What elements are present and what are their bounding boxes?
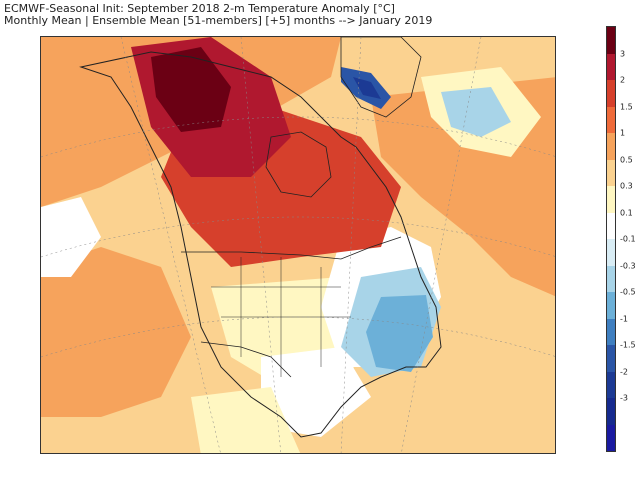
- color-scale-label: -0.3: [620, 261, 636, 270]
- color-scale-segment: [607, 212, 615, 240]
- us-canada-border: [181, 236, 402, 260]
- color-scale-segment: [607, 398, 615, 425]
- color-scale-segment: [607, 106, 615, 134]
- color-scale-bar: [606, 26, 616, 452]
- color-scale-label: -0.5: [620, 287, 636, 297]
- pacific-southwest-warm-region: [41, 247, 191, 417]
- color-scale-segment: [607, 424, 615, 451]
- gulf-neutral-region: [261, 347, 371, 437]
- color-scale-segment: [607, 159, 615, 187]
- color-scale-label: -0.1: [620, 234, 636, 244]
- greenland-outline: [340, 37, 422, 118]
- southeast-cool-core: [366, 295, 433, 372]
- color-scale-segment: [607, 133, 615, 160]
- color-scale-segment: [607, 265, 615, 293]
- color-scale-segment: [607, 27, 615, 54]
- color-scale-segment: [607, 80, 615, 107]
- color-scale-segment: [607, 318, 615, 346]
- color-scale-segment: [607, 345, 615, 372]
- greenland-cold-core: [353, 77, 381, 99]
- color-scale-segment: [607, 292, 615, 319]
- color-scale-label: 0.3: [620, 181, 633, 191]
- state-borders: [211, 257, 351, 377]
- color-scale-label: -2: [620, 367, 628, 376]
- alaska-core-hot-region: [151, 47, 231, 132]
- color-scale-segment: [607, 186, 615, 213]
- color-scale-label: 0.1: [620, 208, 633, 217]
- color-scale-label: 0.5: [620, 155, 633, 164]
- color-scale-label: 3: [620, 49, 626, 58]
- color-scale-segment: [607, 371, 615, 399]
- color-scale-segment: [607, 53, 615, 81]
- temperature-anomaly-map: [40, 36, 556, 454]
- south-mexico-pale-region: [191, 387, 301, 453]
- map-title-line-2: Monthly Mean | Ensemble Mean [51-members…: [4, 14, 433, 27]
- north-atlantic-cool-region: [441, 87, 511, 137]
- color-scale-segment: [607, 239, 615, 266]
- hudson-bay-outline: [265, 131, 332, 198]
- color-scale-label: 1.5: [620, 102, 633, 111]
- color-scale-label: -1: [620, 314, 628, 323]
- color-scale-label: 1: [620, 128, 626, 138]
- map-title-line-1: ECMWF-Seasonal Init: September 2018 2-m …: [4, 2, 395, 15]
- color-scale-label: 2: [620, 75, 626, 85]
- color-scale-label: -3: [620, 393, 628, 403]
- map-canvas: [41, 37, 555, 453]
- west-pacific-pale-region: [41, 197, 101, 277]
- color-scale-label: -1.5: [620, 340, 636, 350]
